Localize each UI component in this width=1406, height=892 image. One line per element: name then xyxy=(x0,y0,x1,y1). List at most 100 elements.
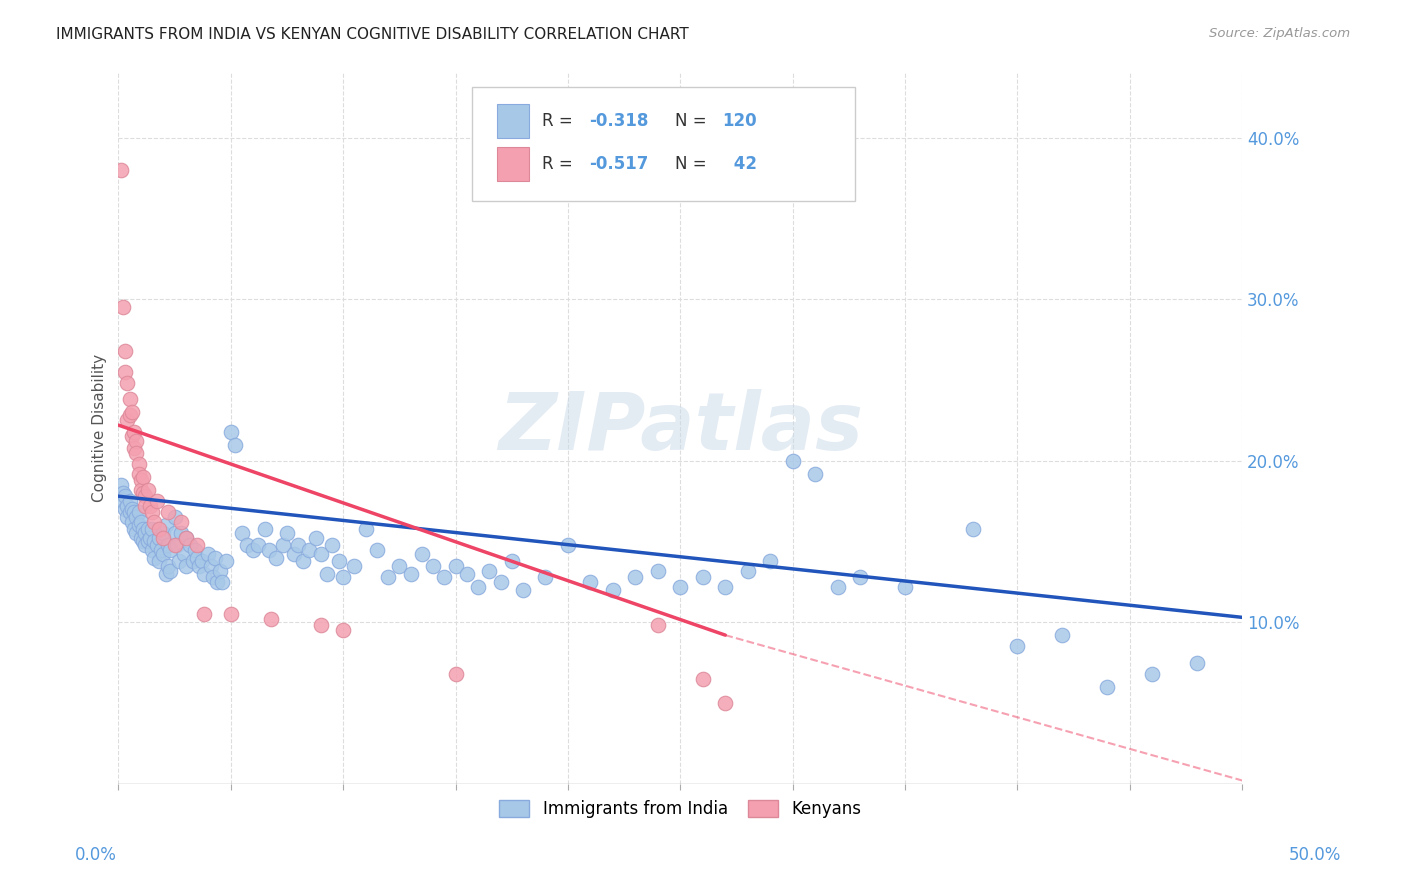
Point xyxy=(624,570,647,584)
Point xyxy=(136,521,159,535)
Point xyxy=(253,521,276,535)
Point xyxy=(201,570,224,584)
Point xyxy=(804,467,827,481)
Point xyxy=(399,566,422,581)
Point xyxy=(125,510,148,524)
Point xyxy=(121,502,143,516)
Text: 50.0%: 50.0% xyxy=(1288,846,1341,863)
Point xyxy=(174,531,197,545)
Point xyxy=(264,550,287,565)
Point xyxy=(197,547,219,561)
Point xyxy=(849,570,872,584)
Point xyxy=(219,425,242,439)
Point xyxy=(224,437,246,451)
Point xyxy=(186,538,208,552)
Point xyxy=(152,526,174,541)
Point xyxy=(1187,656,1209,670)
Point xyxy=(193,566,215,581)
Point xyxy=(204,550,226,565)
Point xyxy=(647,618,669,632)
Point xyxy=(143,534,166,549)
Point xyxy=(148,521,170,535)
Point xyxy=(211,574,233,589)
Point xyxy=(141,521,163,535)
Point xyxy=(110,478,132,492)
Point xyxy=(128,467,150,481)
Point xyxy=(894,580,917,594)
Text: ZIPatlas: ZIPatlas xyxy=(498,389,863,467)
Point xyxy=(134,489,156,503)
Point xyxy=(512,582,534,597)
Point xyxy=(181,554,204,568)
Point xyxy=(122,425,145,439)
Point xyxy=(136,483,159,497)
Point xyxy=(602,582,624,597)
Point xyxy=(1097,680,1119,694)
Point xyxy=(207,574,229,589)
Point xyxy=(118,494,141,508)
Point xyxy=(388,558,411,573)
Point xyxy=(143,515,166,529)
Text: Source: ZipAtlas.com: Source: ZipAtlas.com xyxy=(1209,27,1350,40)
Point xyxy=(316,566,339,581)
Point xyxy=(111,300,134,314)
Point xyxy=(411,547,433,561)
Point xyxy=(366,542,388,557)
Point xyxy=(208,564,231,578)
Point xyxy=(163,526,186,541)
Point xyxy=(117,376,139,391)
Point xyxy=(478,564,501,578)
Point xyxy=(132,470,155,484)
Point xyxy=(163,538,186,552)
Point xyxy=(332,624,354,638)
Point xyxy=(714,696,737,710)
FancyBboxPatch shape xyxy=(472,87,855,201)
Point xyxy=(692,570,714,584)
Point xyxy=(156,505,179,519)
Point xyxy=(246,538,269,552)
Point xyxy=(759,554,782,568)
Point xyxy=(422,558,444,573)
Point xyxy=(231,526,253,541)
Point xyxy=(159,564,181,578)
Point xyxy=(260,612,283,626)
Point xyxy=(114,343,136,358)
Point xyxy=(117,413,139,427)
Text: 42: 42 xyxy=(727,155,756,173)
Point xyxy=(433,570,456,584)
Point xyxy=(159,542,181,557)
Point xyxy=(121,515,143,529)
Point xyxy=(129,515,152,529)
Point xyxy=(128,518,150,533)
Point xyxy=(143,550,166,565)
Point xyxy=(129,531,152,545)
Point xyxy=(111,494,134,508)
Point xyxy=(114,502,136,516)
Point xyxy=(354,521,377,535)
Point xyxy=(501,554,523,568)
Point xyxy=(444,558,467,573)
Point xyxy=(332,570,354,584)
Text: -0.517: -0.517 xyxy=(589,155,648,173)
Point xyxy=(166,538,188,552)
Text: N =: N = xyxy=(675,155,711,173)
Point xyxy=(276,526,298,541)
Point xyxy=(257,542,280,557)
Point xyxy=(321,538,343,552)
Point xyxy=(377,570,399,584)
Point xyxy=(155,518,177,533)
Point xyxy=(128,505,150,519)
Point xyxy=(1142,666,1164,681)
Point xyxy=(242,542,264,557)
Point xyxy=(134,538,156,552)
Point xyxy=(215,554,238,568)
Point xyxy=(343,558,366,573)
Point xyxy=(125,445,148,459)
Point xyxy=(287,538,309,552)
Point xyxy=(173,547,195,561)
Point xyxy=(489,574,512,589)
Point xyxy=(125,526,148,541)
Point xyxy=(141,505,163,519)
Point xyxy=(298,542,321,557)
Point xyxy=(134,526,156,541)
